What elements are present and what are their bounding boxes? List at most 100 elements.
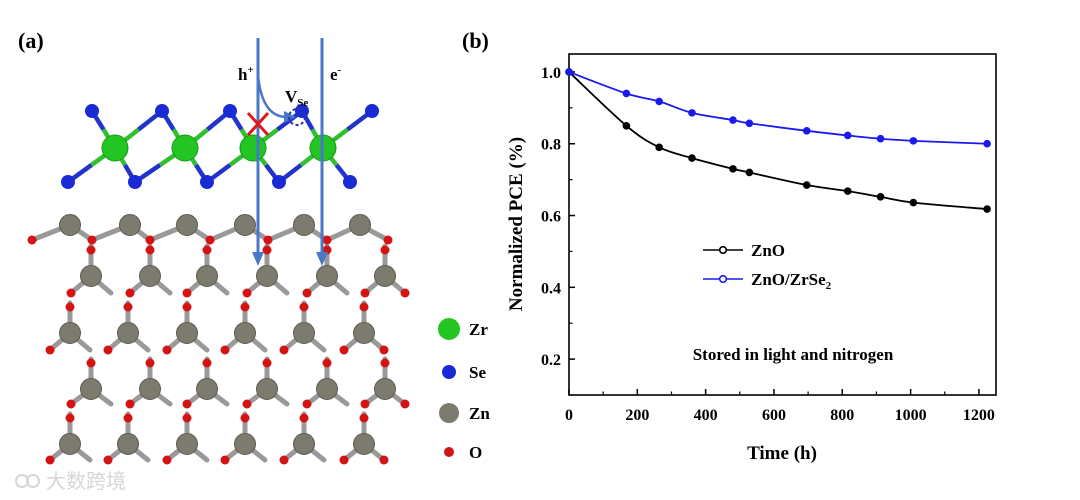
o-atom — [322, 358, 332, 368]
se-atom — [272, 175, 286, 189]
data-point — [622, 121, 631, 130]
o-atom — [45, 455, 55, 465]
zrse2-layer — [61, 104, 379, 189]
o-atom — [65, 302, 75, 312]
zn-atom — [80, 265, 102, 287]
o-atom — [220, 345, 230, 355]
o-atom — [162, 455, 172, 465]
o-atom — [125, 288, 135, 298]
se-atom — [343, 175, 357, 189]
se-atom — [200, 175, 214, 189]
plot-frame — [568, 53, 997, 396]
o-atom — [145, 245, 155, 255]
charge-arrows — [246, 38, 328, 266]
o-atom — [123, 302, 133, 312]
zn-atom — [293, 322, 315, 344]
o-atom — [263, 235, 273, 245]
zn-atom — [316, 378, 338, 400]
data-point — [802, 181, 811, 189]
x-axis-title: Time (h) — [747, 443, 817, 464]
legend-zno-marker — [718, 245, 728, 255]
zr-legend-swatch — [438, 318, 460, 340]
zn-atom — [176, 433, 198, 455]
data-point — [622, 89, 631, 98]
zn-atom — [59, 214, 81, 236]
o-atom — [299, 302, 309, 312]
data-point — [909, 198, 918, 207]
x-tick-label: 0 — [565, 407, 573, 424]
zn-atom — [59, 322, 81, 344]
o-atom — [145, 235, 155, 245]
o-atom — [220, 455, 230, 465]
vacancy-label: VSe — [285, 87, 308, 109]
o-atom — [262, 245, 272, 255]
zn-atom — [293, 214, 315, 236]
o-atom — [279, 455, 289, 465]
x-axis-ticks: 0 200 400 600 800 1000 1200 — [565, 389, 995, 424]
data-point — [843, 187, 852, 195]
o-legend-label: O — [469, 443, 482, 462]
zn-atom — [80, 378, 102, 400]
o-atom — [125, 399, 135, 409]
se-atom — [223, 104, 237, 118]
o-atom — [242, 288, 252, 298]
zn-atom — [176, 322, 198, 344]
x-tick-label: 200 — [625, 407, 649, 424]
watermark: 大数跨境 — [15, 469, 126, 493]
zr-legend-label: Zr — [469, 320, 488, 339]
o-atom — [302, 288, 312, 298]
zn-atom — [117, 322, 139, 344]
data-point — [688, 154, 696, 162]
o-atom — [103, 455, 113, 465]
o-atom — [27, 235, 37, 245]
o-atom — [87, 235, 97, 245]
chart-annotation: Stored in light and nitrogen — [693, 345, 894, 364]
o-atom — [379, 345, 389, 355]
o-atom — [379, 455, 389, 465]
o-atom — [182, 288, 192, 298]
o-atom — [45, 345, 55, 355]
o-atom — [182, 413, 192, 423]
zr-atom — [101, 134, 129, 162]
data-point — [745, 119, 754, 128]
o-atom — [65, 413, 75, 423]
se-atom — [61, 175, 75, 189]
o-atom — [242, 399, 252, 409]
o-atom — [202, 245, 212, 255]
o-atom — [299, 413, 309, 423]
o-atom — [123, 413, 133, 423]
zn-atom — [59, 433, 81, 455]
zn-atom — [196, 265, 218, 287]
data-point — [688, 109, 696, 117]
o-atom — [86, 245, 96, 255]
data-point — [655, 97, 663, 106]
zn-atom — [117, 433, 139, 455]
o-atom — [205, 235, 215, 245]
o-atom — [162, 345, 172, 355]
se-vacancy-marker — [288, 108, 306, 126]
y-tick-label: 0.2 — [541, 352, 561, 369]
se-atom — [295, 104, 309, 118]
y-tick-label: 0.8 — [541, 137, 561, 154]
se-atom — [128, 175, 142, 189]
panel-a-label: (a) — [18, 28, 44, 53]
se-atom — [85, 104, 99, 118]
legend-zrse2-label: ZnO/ZrSe2 — [751, 270, 832, 292]
vacancy-curve-arrow — [256, 74, 289, 119]
panel-b-label: (b) — [462, 28, 489, 53]
data-point — [843, 131, 852, 140]
o-atom — [240, 413, 250, 423]
o-atom — [359, 302, 369, 312]
data-point — [745, 168, 754, 177]
o-atom — [182, 302, 192, 312]
zn-atom — [119, 214, 141, 236]
series-line-1 — [568, 71, 988, 145]
zn-atom — [196, 378, 218, 400]
hole-label: h+ — [238, 64, 254, 84]
zno-lattice — [27, 214, 410, 465]
zn-atom — [353, 433, 375, 455]
zn-atom — [139, 265, 161, 287]
o-atom — [240, 302, 250, 312]
electron-arrowhead — [316, 252, 328, 266]
